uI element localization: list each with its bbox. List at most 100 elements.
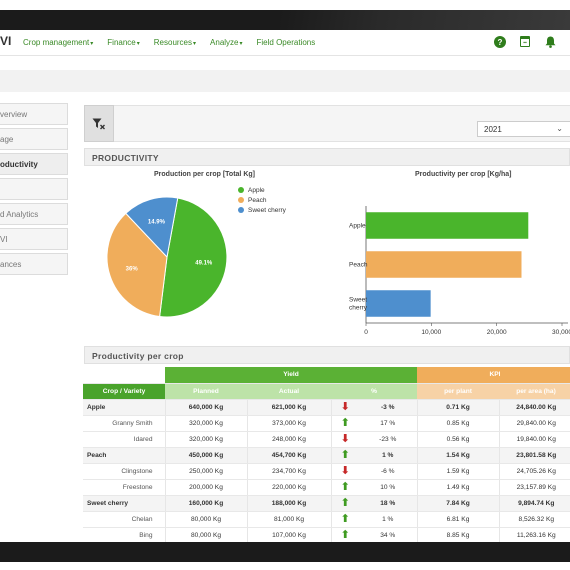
table-header-yield: Yield [165, 367, 418, 384]
navbar-icons: ? ▪▪ [494, 36, 556, 48]
cell-crop-variety: Apple [83, 399, 165, 416]
arrow-down-icon: ⬇ [340, 433, 350, 445]
bar-category-label: Sweet [349, 297, 367, 304]
bell-icon[interactable] [544, 36, 556, 48]
arrow-up-icon: ⬆ [340, 449, 350, 461]
cell-crop-variety: Idared [83, 431, 165, 448]
column-header-percent[interactable]: % [331, 383, 418, 400]
filter-clear-icon [92, 118, 105, 129]
sidebar: verview age oductivity d Analytics VI an… [0, 103, 68, 278]
main-menu: Crop management▾ Finance▾ Resources▾ Ana… [23, 38, 315, 47]
menu-field-operations[interactable]: Field Operations [256, 38, 316, 47]
table-row[interactable]: Clingstone 250,000 Kg 234,700 Kg ⬇ -6 % 1.59 … [83, 463, 570, 480]
column-header-crop[interactable]: Crop / Variety [83, 383, 165, 400]
column-header-per-area[interactable]: per area (ha) [499, 383, 570, 400]
cell-trend: ⬇ [330, 463, 359, 480]
table-row[interactable]: Apple 640,000 Kg 621,000 Kg ⬇ -3 % 0.71 Kg 24,… [83, 399, 570, 416]
sidebar-item-ndvi[interactable]: VI [0, 228, 68, 250]
productivity-table-title: Productivity per crop [84, 346, 570, 364]
menu-finance[interactable]: Finance▾ [107, 38, 140, 47]
device-bezel-top [0, 0, 570, 30]
cell-percent: 34 % [359, 527, 418, 542]
pie-chart: 49.1% 36% 14.9% [106, 196, 228, 318]
cell-trend: ⬆ [330, 479, 359, 496]
table-row[interactable]: Bing 80,000 Kg 107,000 Kg ⬆ 34 % 8.85 Kg 11,26… [83, 527, 570, 542]
productivity-table: Yield KPI Crop / Variety Planned Actual … [83, 367, 570, 542]
menu-resources[interactable]: Resources▾ [153, 38, 197, 47]
table-row[interactable]: Freestone 200,000 Kg 220,000 Kg ⬆ 10 % 1.49 K… [83, 479, 570, 496]
cell-actual: 81,000 Kg [246, 511, 331, 528]
cell-trend: ⬆ [330, 511, 359, 528]
cell-per-area: 8,526.32 Kg [498, 511, 570, 528]
menu-crop-management[interactable]: Crop management▾ [23, 38, 94, 47]
legend-swatch [238, 197, 244, 203]
legend-item-sweet-cherry[interactable]: Sweet cherry [238, 205, 286, 215]
table-row[interactable]: Chelan 80,000 Kg 81,000 Kg ⬆ 1 % 6.81 Kg 8,526… [83, 511, 570, 528]
calendar-icon[interactable]: ▪▪ [520, 36, 530, 47]
cell-actual: 621,000 Kg [246, 399, 331, 416]
cell-per-area: 9,894.74 Kg [498, 495, 570, 512]
cell-planned: 250,000 Kg [164, 463, 247, 480]
table-row[interactable]: Sweet cherry 160,000 Kg 188,000 Kg ⬆ 18 % 7.8… [83, 495, 570, 512]
cell-percent: 1 % [359, 511, 418, 528]
help-icon[interactable]: ? [494, 36, 506, 48]
sidebar-item-productivity[interactable]: oductivity [0, 153, 68, 175]
sidebar-item-blank[interactable] [0, 178, 68, 200]
cell-per-plant: 1.59 Kg [416, 463, 500, 480]
bar-peach[interactable] [366, 251, 522, 278]
arrow-up-icon: ⬆ [340, 497, 350, 509]
table-row[interactable]: Peach 450,000 Kg 454,700 Kg ⬆ 1 % 1.54 Kg 23,8… [83, 447, 570, 464]
bar-x-tick-label: 20,000 [487, 329, 507, 335]
sidebar-item-overview[interactable]: verview [0, 103, 68, 125]
cell-actual: 454,700 Kg [246, 447, 331, 464]
table-row[interactable]: Granny Smith 320,000 Kg 373,000 Kg ⬆ 17 % 0.8… [83, 415, 570, 432]
cell-planned: 640,000 Kg [164, 399, 247, 416]
productivity-section-title: PRODUCTIVITY [84, 148, 570, 166]
cell-per-area: 23,157.89 Kg [498, 479, 570, 496]
pie-label-sweet-cherry: 14.9% [148, 219, 166, 225]
bar-apple[interactable] [366, 212, 529, 239]
pie-slice-sweet-cherry[interactable] [125, 196, 179, 259]
cell-per-plant: 8.85 Kg [416, 527, 500, 542]
chevron-down-icon: ▾ [90, 41, 94, 47]
column-header-actual[interactable]: Actual [247, 383, 331, 400]
bar-x-tick-label: 10,000 [421, 329, 441, 335]
cell-actual: 373,000 Kg [246, 415, 331, 432]
pie-slice-apple[interactable] [159, 197, 228, 318]
sidebar-item-usage[interactable]: age [0, 128, 68, 150]
legend-item-peach[interactable]: Peach [238, 195, 286, 205]
table-row[interactable]: Idared 320,000 Kg 248,000 Kg ⬇ -23 % 0.56 Kg 1… [83, 431, 570, 448]
cell-per-plant: 0.85 Kg [416, 415, 500, 432]
cell-per-area: 24,705.26 Kg [498, 463, 570, 480]
legend-swatch [238, 187, 244, 193]
page-header-bar [0, 70, 570, 92]
year-select[interactable]: 2021 ⌄ [477, 121, 570, 137]
arrow-up-icon: ⬆ [340, 417, 350, 429]
cell-trend: ⬆ [330, 447, 359, 464]
cell-actual: 220,000 Kg [246, 479, 331, 496]
cell-crop-variety: Granny Smith [83, 415, 165, 432]
cell-crop-variety: Chelan [83, 511, 165, 528]
arrow-up-icon: ⬆ [340, 529, 350, 541]
bar-x-tick-label: 30,000 [552, 329, 570, 335]
legend-item-apple[interactable]: Apple [238, 185, 286, 195]
cell-crop-variety: Clingstone [83, 463, 165, 480]
cell-planned: 160,000 Kg [164, 495, 247, 512]
cell-percent: -23 % [359, 431, 418, 448]
cell-per-area: 24,840.00 Kg [498, 399, 570, 416]
cell-percent: -3 % [359, 399, 418, 416]
pie-slice-peach[interactable] [106, 212, 168, 318]
column-header-per-plant[interactable]: per plant [417, 383, 500, 400]
menu-analyze[interactable]: Analyze▾ [210, 38, 243, 47]
table-header-blank [83, 367, 165, 384]
sidebar-item-finances[interactable]: ances [0, 253, 68, 275]
brand-logo[interactable]: VI [0, 34, 12, 48]
cell-per-plant: 1.54 Kg [416, 447, 500, 464]
chevron-down-icon: ▾ [193, 41, 197, 47]
column-header-planned[interactable]: Planned [165, 383, 247, 400]
bar-sweet-cherry[interactable] [366, 290, 431, 317]
sidebar-item-analytics[interactable]: d Analytics [0, 203, 68, 225]
filter-clear-button[interactable] [84, 105, 114, 142]
cell-crop-variety: Sweet cherry [83, 495, 165, 512]
chevron-down-icon: ▾ [136, 41, 140, 47]
